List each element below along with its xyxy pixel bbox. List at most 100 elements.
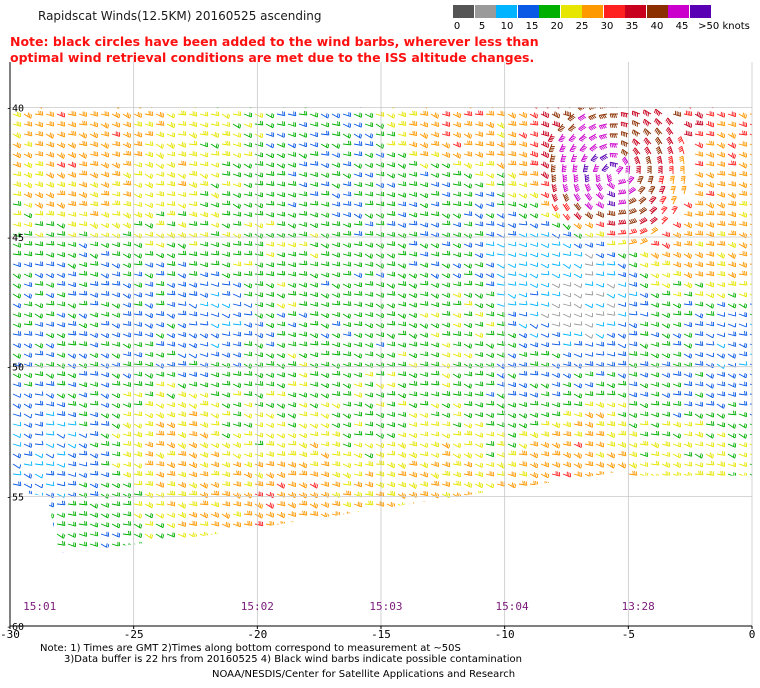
wind-barb [166,333,176,339]
wind-barb [529,392,539,398]
colorbar-swatch [625,5,646,18]
wind-barb [683,272,693,279]
wind-barb [133,400,143,406]
wind-barb [672,107,682,109]
wind-barb [683,411,693,417]
wind-barb [617,451,627,457]
wind-barb [562,482,572,489]
wind-barb [243,142,253,148]
wind-barb [716,132,726,139]
wind-barb [628,341,638,347]
wind-barb [650,381,660,387]
wind-barb [67,181,77,187]
wind-barb [298,500,308,506]
wind-barb [78,161,88,167]
wind-barb [529,202,539,208]
wind-barb [265,241,275,247]
wind-barb [342,401,352,407]
wind-barb [320,491,330,498]
wind-barb [342,433,352,439]
wind-barb [463,311,473,317]
wind-barb [177,512,187,519]
wind-barb [144,441,154,448]
wind-barb [557,123,566,133]
wind-barb [45,453,55,459]
wind-barb [210,111,220,117]
wind-barb [749,251,752,257]
wind-barb [441,200,451,206]
wind-barb [694,130,704,137]
wind-barb [243,413,253,419]
wind-barb [397,243,407,249]
wind-barb [562,390,572,396]
wind-barb [45,141,55,148]
wind-barb [277,53,285,58]
wind-barb [387,73,395,79]
wind-barb [387,92,395,97]
wind-barb [122,321,132,327]
wind-barb [705,383,715,389]
wind-barb [78,433,88,439]
wind-barb [496,291,506,296]
wind-barb [540,171,550,179]
wind-barb [716,521,726,526]
wind-barb [68,71,76,76]
wind-barb [287,322,297,328]
wind-barb [122,191,132,197]
wind-barb [727,433,737,439]
wind-barb [342,342,352,348]
wind-barb [431,72,439,78]
wind-barb [45,373,55,379]
wind-barb [122,271,132,277]
wind-barb [551,372,561,379]
wind-barb [386,192,396,198]
wind-barb [133,342,143,348]
wind-barb [408,482,418,489]
wind-barb [727,230,737,236]
wind-barb [155,111,165,118]
wind-barb [166,132,176,138]
wind-barb [474,231,484,236]
wind-barb [342,133,352,139]
wind-barb [496,243,506,248]
wind-barb [254,432,264,438]
wind-barb [232,382,242,389]
wind-barb [738,270,748,276]
wind-barb [666,136,674,145]
wind-barb [78,200,88,206]
wind-barb [321,102,329,107]
wind-barb [519,101,527,106]
wind-barb [408,161,418,166]
wind-barb [598,113,608,120]
wind-barb [188,140,198,146]
wind-barb [629,92,637,99]
wind-barb [342,112,352,118]
wind-barb [188,442,198,449]
wind-barb [637,185,646,195]
wind-barb [188,291,198,296]
wind-barb [288,94,296,99]
wind-barb [573,321,583,326]
wind-barb [430,472,440,479]
wind-barb [485,483,495,489]
wind-barb [672,291,682,297]
wind-barb [441,510,451,516]
wind-barb [342,540,352,547]
wind-barb [628,400,638,406]
wind-barb [749,332,752,338]
wind-barb [617,209,627,215]
wind-barb [210,202,220,208]
wind-barb [562,341,572,346]
wind-barb [309,403,319,409]
wind-barb [518,202,528,209]
wind-barb [530,82,538,87]
wind-barb [342,283,352,289]
wind-barb [111,303,121,309]
wind-barb [595,271,605,277]
wind-barb [386,541,396,546]
wind-barb [298,423,308,429]
wind-barb [680,175,686,185]
wind-barb [34,202,44,209]
wind-barb [496,541,506,548]
wind-barb [650,332,660,338]
